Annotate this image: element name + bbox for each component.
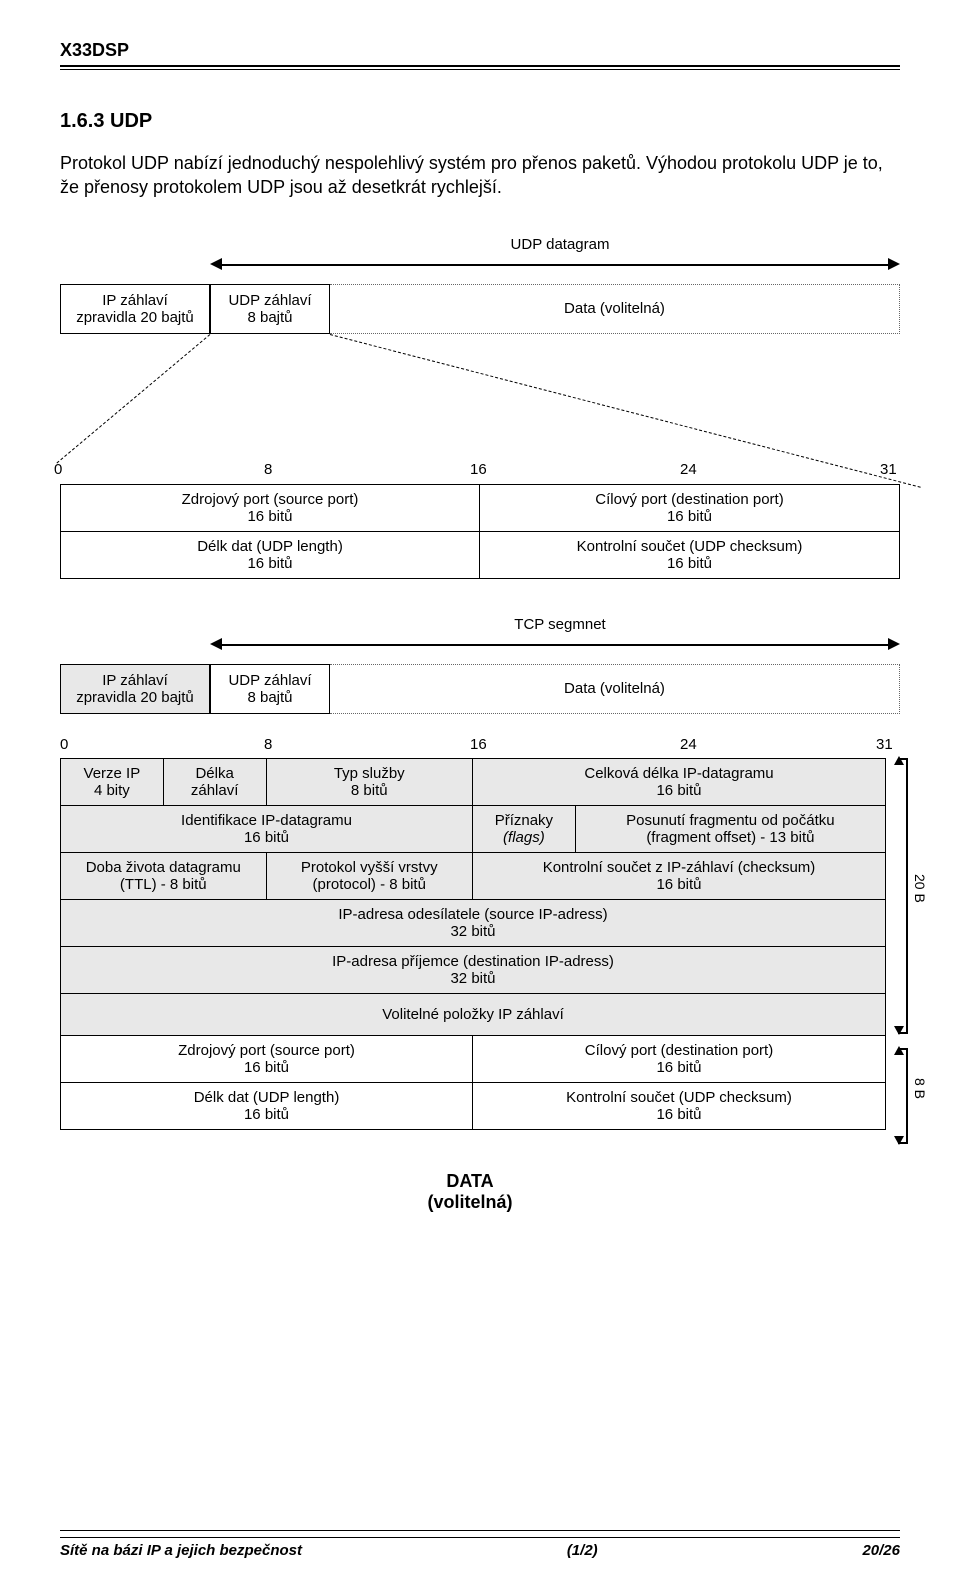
page-footer: Sítě na bázi IP a jejich bezpečnost (1/2… (60, 1530, 900, 1559)
ip-header-table: Verze IP 4 bity Délka záhlaví Typ služby… (60, 758, 886, 1130)
bracket-8b (898, 1048, 908, 1144)
udp-header-box: UDP záhlaví 8 bajtů (210, 284, 330, 334)
tcp-diagram: TCP segmnet IP záhlaví zpravidla 20 bajt… (60, 616, 900, 1246)
footer-right: 20/26 (862, 1542, 900, 1559)
udp-header-box-2: UDP záhlaví 8 bajtů (210, 664, 330, 714)
data-box-2: Data (volitelná) (330, 664, 900, 714)
label-8b: 8 B (912, 1078, 928, 1099)
udp-header-table: Zdrojový port (source port) 16 bitů Cílo… (60, 484, 900, 579)
footer-center: (1/2) (567, 1542, 598, 1559)
label-20b: 20 B (912, 874, 928, 903)
section-paragraph: Protokol UDP nabízí jednoduchý nespolehl… (60, 151, 900, 200)
udp-diagram: UDP datagram IP záhlaví zpravidla 20 baj… (60, 236, 900, 576)
udp-datagram-label: UDP datagram (480, 236, 640, 253)
doc-code: X33DSP (60, 40, 129, 60)
tcp-segment-label: TCP segmnet (480, 616, 640, 633)
data-label: DATA (volitelná) (370, 1171, 570, 1213)
ip-header-box: IP záhlaví zpravidla 20 bajtů (60, 284, 210, 334)
ip-header-box-2: IP záhlaví zpravidla 20 bajtů (60, 664, 210, 714)
section-title: 1.6.3 UDP (60, 110, 900, 133)
footer-left: Sítě na bázi IP a jejich bezpečnost (60, 1542, 302, 1559)
data-box: Data (volitelná) (330, 284, 900, 334)
